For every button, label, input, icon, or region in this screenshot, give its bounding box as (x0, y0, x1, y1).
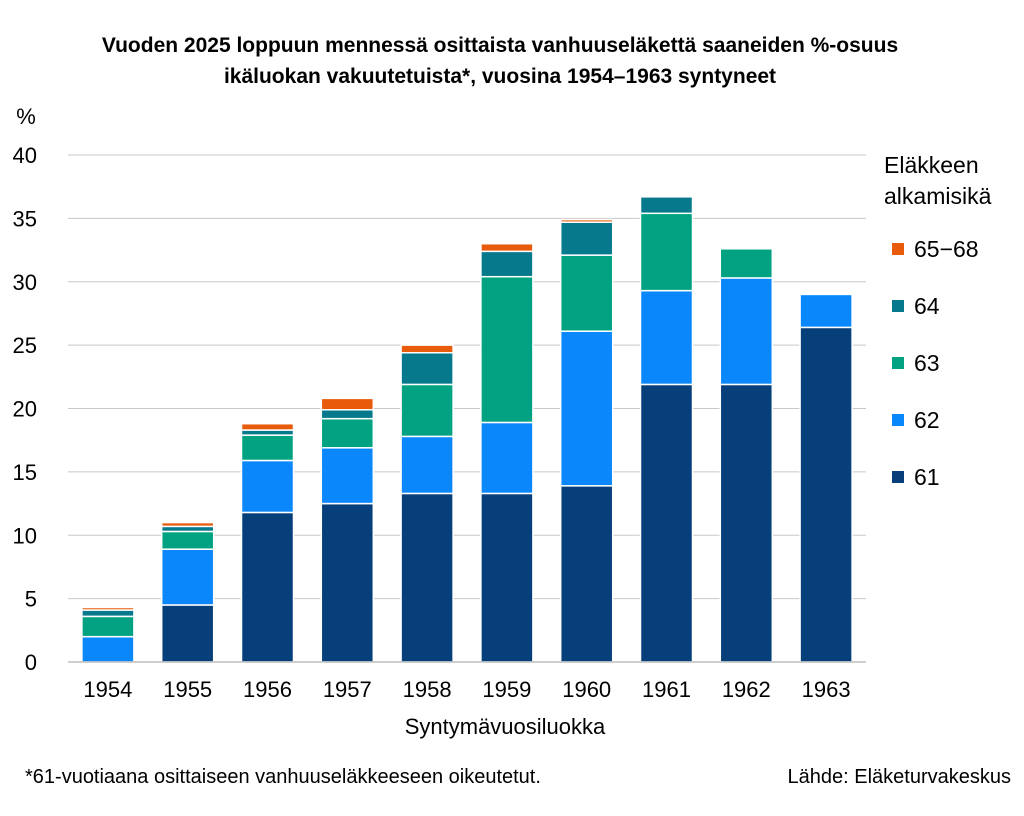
bar-segment-1954-3 (81, 609, 135, 618)
x-tick-label-1960: 1960 (562, 677, 611, 702)
bar-segment-1957-3 (320, 409, 375, 420)
legend-title: Eläkkeen alkamisikä (884, 150, 1024, 212)
x-tick-label-1961: 1961 (642, 677, 691, 702)
legend-swatch (892, 357, 904, 369)
y-tick-label-10: 10 (13, 523, 37, 548)
legend-swatch (892, 471, 904, 483)
legend-title-line-1: Eläkkeen (884, 152, 979, 178)
y-tick-label-40: 40 (13, 143, 37, 168)
x-tick-label-1954: 1954 (83, 677, 132, 702)
x-tick-label-1962: 1962 (722, 677, 771, 702)
legend-label: 63 (914, 350, 940, 376)
x-tick-label-1958: 1958 (403, 677, 452, 702)
bar-segment-1960-1 (559, 330, 614, 487)
y-tick-label-35: 35 (13, 206, 37, 231)
bar-segment-1958-2 (400, 383, 454, 438)
y-tick-label-20: 20 (13, 397, 37, 422)
legend-label: 64 (914, 293, 940, 319)
chart-title-line-2: ikäluokan vakuutetuista*, vuosina 1954–1… (223, 65, 777, 88)
bar-segment-1962-2 (719, 248, 774, 279)
bar-segment-1959-0 (480, 492, 534, 663)
bar-segment-1960-3 (559, 221, 614, 256)
legend-swatch (892, 300, 904, 312)
bar-segment-1961-3 (639, 196, 694, 215)
x-tick-label-1955: 1955 (163, 677, 212, 702)
bar-segment-1956-1 (240, 459, 295, 514)
footnote: *61-vuotiaana osittaiseen vanhuuseläkkee… (25, 766, 541, 788)
legend: Eläkkeen alkamisikä 65−68 64 63 62 61 (884, 150, 1024, 490)
bar-segment-1959-1 (480, 421, 534, 495)
bar-segment-1954-4 (81, 606, 135, 611)
bar-segment-1955-4 (160, 521, 215, 528)
y-tick-label-0: 0 (25, 650, 37, 675)
bar-segment-1959-3 (480, 250, 534, 278)
chart-title-line-1: Vuoden 2025 loppuun mennessä osittaista … (101, 34, 899, 57)
bar-segment-1957-0 (320, 502, 375, 663)
x-tick-label-1963: 1963 (802, 677, 851, 702)
legend-label: 61 (914, 464, 940, 490)
bar-segment-1957-1 (320, 447, 375, 505)
legend-swatch (892, 243, 904, 255)
bar-segment-1958-1 (400, 435, 454, 495)
legend-swatch (892, 414, 904, 426)
bar-segment-1961-2 (639, 212, 694, 292)
y-tick-label-25: 25 (13, 333, 37, 358)
axes: 0 5 10 15 20 25 30 35 40 1954 1955 1956 1957 1958 1959… (13, 143, 866, 702)
bar-segment-1960-2 (559, 254, 614, 332)
bar-segment-1957-4 (320, 397, 375, 411)
legend-label: 65−68 (914, 236, 979, 262)
bar-segment-1959-2 (480, 275, 534, 424)
bar-segment-1954-2 (81, 615, 135, 638)
bar-segment-1961-0 (639, 383, 694, 663)
bar-segment-1963-1 (799, 293, 853, 329)
bar-segment-1959-4 (480, 242, 534, 253)
bar-segment-1962-0 (719, 383, 774, 663)
bars (81, 196, 853, 663)
bar-segment-1958-4 (400, 344, 454, 354)
bar-segment-1956-0 (240, 511, 295, 663)
bar-segment-1954-1 (81, 635, 135, 663)
bar-segment-1963-0 (799, 326, 853, 663)
y-axis-unit-label: % (16, 104, 36, 129)
source-note: Lähde: Eläketurvakeskus (787, 766, 1011, 788)
bar-segment-1958-0 (400, 492, 454, 663)
bar-segment-1955-3 (160, 525, 215, 533)
bar-segment-1956-3 (240, 429, 295, 436)
x-axis-title: Syntymävuosiluokka (405, 714, 606, 739)
bar-segment-1956-4 (240, 422, 295, 431)
legend-label: 62 (914, 407, 940, 433)
bar-segment-1955-1 (160, 548, 215, 606)
y-tick-label-30: 30 (13, 270, 37, 295)
bar-segment-1957-2 (320, 417, 375, 449)
chart-title: Vuoden 2025 loppuun mennessä osittaista … (0, 30, 1000, 92)
bar-segment-1962-1 (719, 277, 774, 386)
bar-segment-1955-0 (160, 604, 215, 663)
bar-segment-1961-1 (639, 289, 694, 386)
y-tick-label-5: 5 (25, 587, 37, 612)
x-tick-label-1959: 1959 (482, 677, 531, 702)
x-tick-label-1956: 1956 (243, 677, 292, 702)
bar-segment-1960-4 (559, 218, 614, 223)
bar-segment-1960-0 (559, 485, 614, 663)
legend-title-line-2: alkamisikä (884, 183, 992, 209)
x-tick-label-1957: 1957 (323, 677, 372, 702)
bar-segment-1955-2 (160, 530, 215, 550)
bar-segment-1956-2 (240, 434, 295, 462)
bar-segment-1958-3 (400, 351, 454, 386)
y-tick-label-15: 15 (13, 460, 37, 485)
